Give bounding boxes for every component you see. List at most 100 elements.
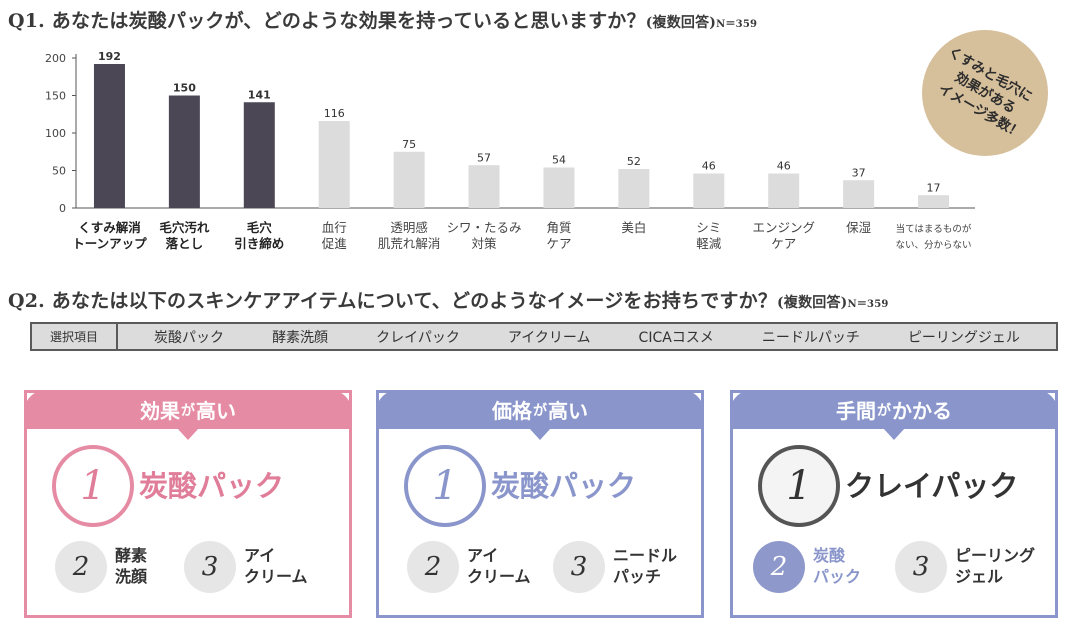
bar <box>318 121 350 208</box>
rank2-circle: 2 <box>753 541 805 593</box>
card-title-a: 手間 <box>836 399 876 423</box>
y-tick-label: 150 <box>45 90 66 103</box>
category-label: ない、分からない <box>896 240 972 251</box>
category-label: シワ・たるみ <box>447 220 522 235</box>
items-table-cells: 炭酸パック 酵素洗顔 クレイパック アイクリーム CICAコスメ ニードルパッチ… <box>118 327 1056 347</box>
rank2-circle: 2 <box>55 541 107 593</box>
rank2-label: アイ クリーム <box>467 545 531 587</box>
card-title-b: 高い <box>548 399 588 423</box>
data-label: 150 <box>173 82 196 95</box>
summary-badge: くすみと毛穴に 効果がある イメージ多数！ <box>922 30 1048 156</box>
card-title-ga: が <box>533 402 547 419</box>
items-table: 選択項目 炭酸パック 酵素洗顔 クレイパック アイクリーム CICAコスメ ニー… <box>30 322 1058 351</box>
data-label: 192 <box>98 50 121 63</box>
category-label: 血行 <box>322 220 347 235</box>
bar <box>693 173 725 208</box>
y-tick-label: 200 <box>45 52 66 65</box>
category-label: シミ <box>696 220 721 235</box>
y-tick-label: 50 <box>52 165 66 178</box>
data-label: 37 <box>852 166 866 179</box>
rank3-line-2: ジェル <box>955 567 1004 586</box>
item-cell: アイクリーム <box>507 329 591 346</box>
category-label: トーンアップ <box>72 236 147 251</box>
bar <box>843 180 875 208</box>
data-label: 54 <box>552 154 566 167</box>
card-title-ga: が <box>181 402 195 419</box>
card-title-a: 価格 <box>492 399 532 423</box>
card-header: 価格が高い <box>376 390 704 440</box>
bar <box>618 169 650 208</box>
rank2-line-2: クリーム <box>467 567 531 586</box>
category-label: 肌荒れ解消 <box>378 236 441 251</box>
category-label: ケア <box>546 236 571 251</box>
header-pointer <box>529 428 551 440</box>
data-label: 46 <box>777 160 791 173</box>
category-label: 毛穴汚れ <box>159 220 210 235</box>
category-label: 軽減 <box>696 236 722 251</box>
rank3-label: ピーリング ジェル <box>955 545 1035 587</box>
rank3-line-1: ピーリング <box>955 546 1036 565</box>
card-price-high: 価格が高い 1 炭酸パック 2 アイ クリーム 3 ニードル パッチ <box>376 390 704 618</box>
category-label: 落とし <box>166 236 204 251</box>
card-header: 手間がかかる <box>730 390 1058 440</box>
y-tick-label: 100 <box>45 127 66 140</box>
q2-title: Q2. あなたは以下のスキンケアアイテムについて、どのようなイメージをお持ちです… <box>8 286 889 313</box>
rank2-line-1: 酵素 <box>115 546 148 565</box>
data-label: 17 <box>927 181 941 194</box>
header-pointer <box>177 428 199 440</box>
rank2-label: 酵素 洗顔 <box>115 545 147 587</box>
item-cell: ニードルパッチ <box>761 329 860 346</box>
card-effect-high: 効果が高い 1 炭酸パック 2 酵素洗顔 3 アイクリーム <box>24 390 352 618</box>
rank1-circle: 1 <box>52 445 134 527</box>
rank2-label: 炭酸 パック <box>813 545 861 587</box>
category-label: 美白 <box>621 220 646 235</box>
items-table-header: 選択項目 <box>32 324 118 349</box>
rank3-circle: 3 <box>895 541 947 593</box>
category-label: ケア <box>771 236 796 251</box>
card-header: 効果が高い <box>24 390 352 440</box>
rank3-circle: 3 <box>553 541 605 593</box>
rank3-line-1: ニードル <box>613 546 678 565</box>
data-label: 141 <box>248 88 271 101</box>
category-label: くすみ解消 <box>78 220 141 235</box>
category-label: 当てはまるものが <box>896 223 972 235</box>
data-label: 116 <box>324 107 345 120</box>
bar <box>93 64 125 208</box>
rank1-label: クレイパック <box>845 469 1019 503</box>
bar <box>543 167 575 208</box>
card-title-b: 高い <box>196 399 236 423</box>
y-tick-label: 0 <box>59 202 66 215</box>
category-label: 透明感 <box>390 220 428 235</box>
rank3-line-2: パッチ <box>613 567 662 586</box>
rank1-label: 炭酸パック <box>139 469 285 503</box>
q1-n-label: N＝359 <box>716 19 758 30</box>
card-title-b: かかる <box>892 399 952 423</box>
item-cell: クレイパック <box>376 329 460 346</box>
rank3-circle: 3 <box>184 541 236 593</box>
category-label: 促進 <box>322 236 348 251</box>
card-title-a: 効果 <box>140 399 180 423</box>
item-cell: CICAコスメ <box>638 329 714 346</box>
category-label: エンジング <box>752 220 815 235</box>
rank2-line-1: アイ <box>467 546 499 565</box>
q1-title-sub: (複数回答) <box>645 15 717 31</box>
rank3-line-2: クリーム <box>244 567 308 586</box>
data-label: 75 <box>402 138 416 151</box>
rank2-line-2: 洗顔 <box>115 567 148 586</box>
category-label: 保湿 <box>846 220 871 235</box>
data-label: 46 <box>702 160 716 173</box>
rank2-line-2: パック <box>813 567 862 586</box>
category-label: 毛穴 <box>247 220 273 235</box>
rank1-circle: 1 <box>404 445 486 527</box>
rank3-line-1: アイ <box>244 546 276 565</box>
rank2-circle: 2 <box>407 541 459 593</box>
data-label: 52 <box>627 155 641 168</box>
item-cell: 酵素洗顔 <box>272 329 329 346</box>
bar <box>168 95 200 208</box>
bar <box>918 195 950 208</box>
q2-title-sub: (複数回答) <box>777 295 848 311</box>
category-label: 引き締め <box>234 236 284 251</box>
bar <box>768 173 800 208</box>
bar <box>468 165 500 208</box>
